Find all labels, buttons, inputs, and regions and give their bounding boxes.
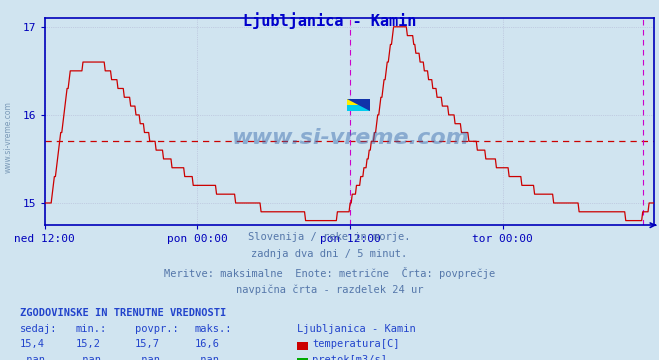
Text: 16,6: 16,6 bbox=[194, 339, 219, 349]
Text: ZGODOVINSKE IN TRENUTNE VREDNOSTI: ZGODOVINSKE IN TRENUTNE VREDNOSTI bbox=[20, 308, 226, 318]
Text: navpična črta - razdelek 24 ur: navpična črta - razdelek 24 ur bbox=[236, 284, 423, 294]
Polygon shape bbox=[347, 99, 370, 111]
Text: maks.:: maks.: bbox=[194, 324, 232, 334]
Text: povpr.:: povpr.: bbox=[135, 324, 179, 334]
Text: -nan: -nan bbox=[20, 355, 45, 360]
Text: Meritve: maksimalne  Enote: metrične  Črta: povprečje: Meritve: maksimalne Enote: metrične Črta… bbox=[164, 267, 495, 279]
Text: Slovenija / reke in morje.: Slovenija / reke in morje. bbox=[248, 232, 411, 242]
Text: min.:: min.: bbox=[76, 324, 107, 334]
Text: temperatura[C]: temperatura[C] bbox=[312, 339, 400, 349]
Text: Ljubljanica - Kamin: Ljubljanica - Kamin bbox=[243, 13, 416, 30]
Text: -nan: -nan bbox=[76, 355, 101, 360]
Text: 15,4: 15,4 bbox=[20, 339, 45, 349]
Text: www.si-vreme.com: www.si-vreme.com bbox=[231, 128, 469, 148]
Text: Ljubljanica - Kamin: Ljubljanica - Kamin bbox=[297, 324, 415, 334]
Text: sedaj:: sedaj: bbox=[20, 324, 57, 334]
Text: www.si-vreme.com: www.si-vreme.com bbox=[3, 101, 13, 173]
Text: -nan: -nan bbox=[194, 355, 219, 360]
Text: pretok[m3/s]: pretok[m3/s] bbox=[312, 355, 387, 360]
Text: 15,7: 15,7 bbox=[135, 339, 160, 349]
Text: zadnja dva dni / 5 minut.: zadnja dva dni / 5 minut. bbox=[251, 249, 408, 260]
Bar bbox=[347, 105, 370, 111]
Text: 15,2: 15,2 bbox=[76, 339, 101, 349]
Text: -nan: -nan bbox=[135, 355, 160, 360]
Bar bbox=[347, 99, 370, 105]
